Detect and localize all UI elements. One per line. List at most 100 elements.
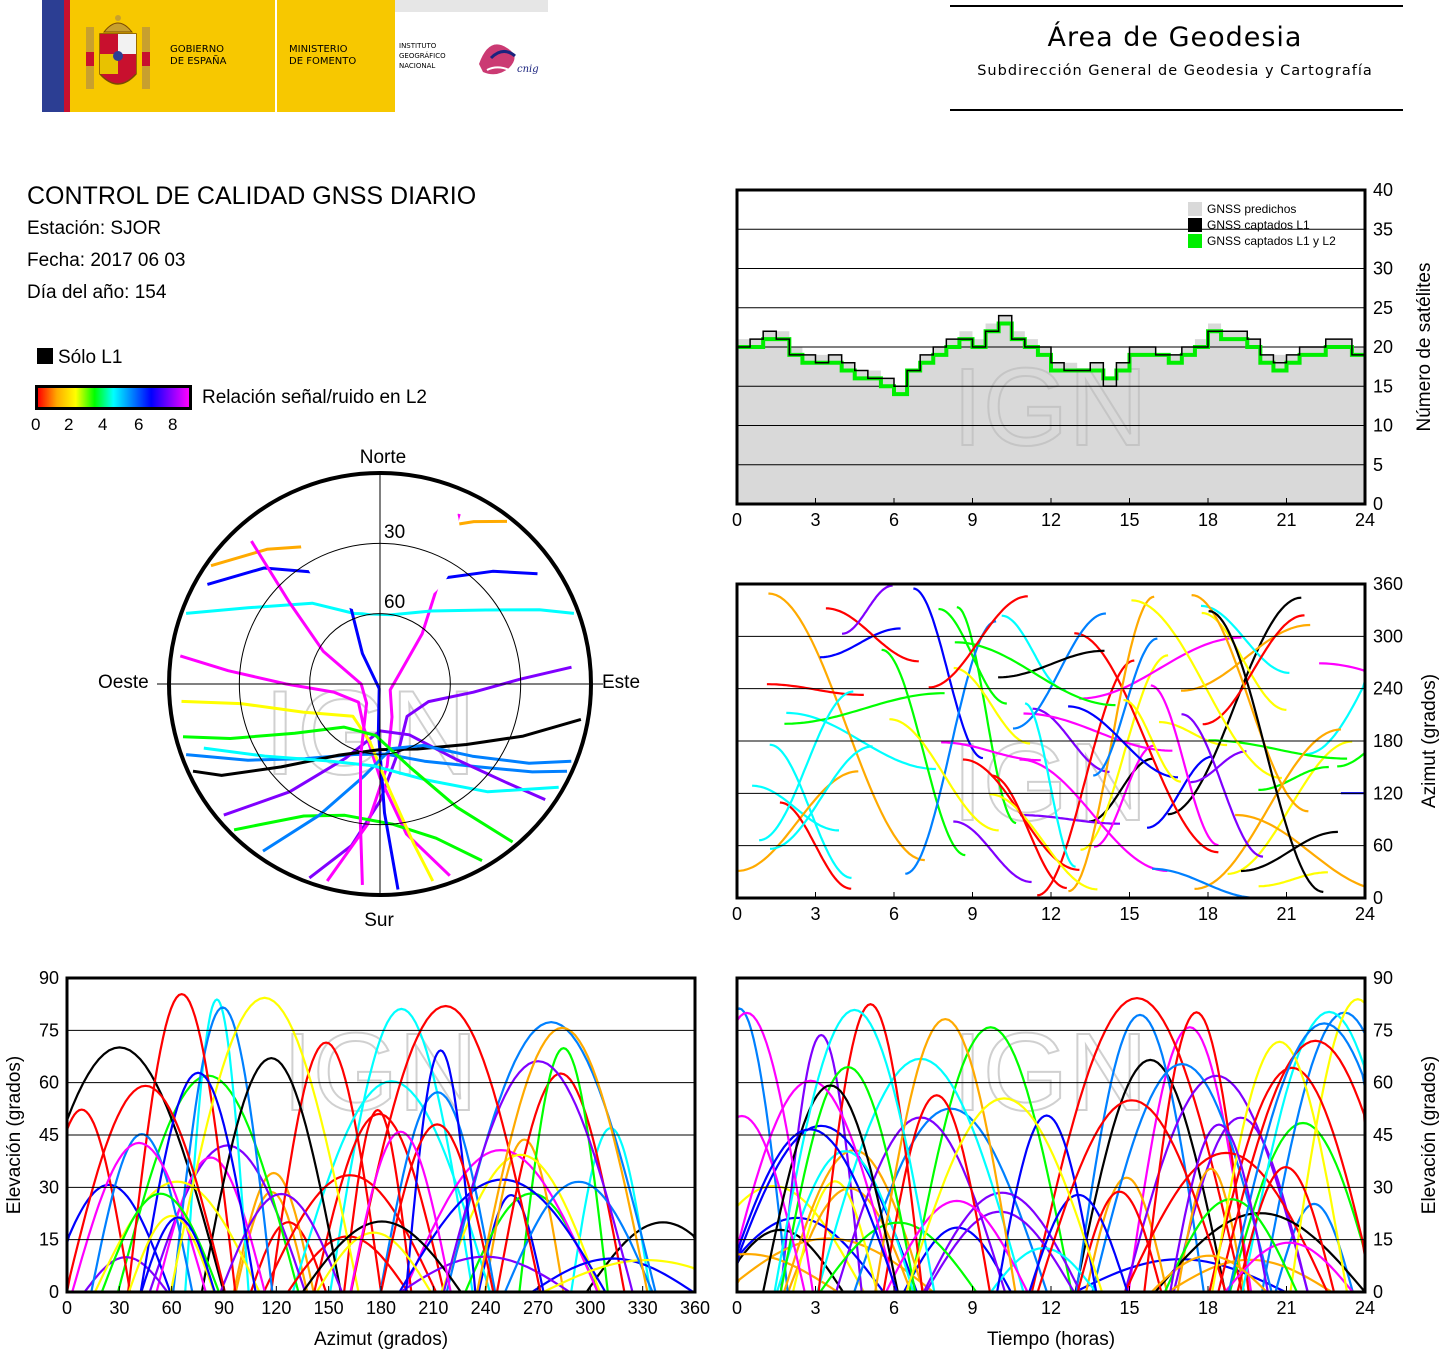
aztime-track-66 — [928, 595, 1028, 689]
aztime-xtick-6: 6 — [889, 904, 899, 924]
aztime-track-52 — [1191, 594, 1309, 813]
skyplot-west-label: Oeste — [98, 672, 149, 693]
skyplot-track-2 — [179, 654, 451, 877]
elevaz-ytick-15: 15 — [39, 1230, 59, 1250]
aztime-track-68 — [1208, 610, 1324, 894]
aztime-ytick-240: 240 — [1373, 679, 1403, 699]
elevaz-xtick-180: 180 — [366, 1298, 396, 1318]
aztime-ytick-60: 60 — [1373, 836, 1393, 856]
elevtime-xtick-21: 21 — [1276, 1298, 1296, 1318]
elevaz-xtick-330: 330 — [628, 1298, 658, 1318]
elevtime-track-0 — [1074, 1058, 1227, 1292]
aztime-xtick-15: 15 — [1119, 904, 1139, 924]
aztime-track-21 — [1180, 623, 1311, 692]
aztime-xtick-24: 24 — [1355, 904, 1375, 924]
elevaz-track-24 — [172, 1006, 274, 1292]
aztime-track-41 — [758, 690, 854, 842]
aztime-track-17 — [1167, 596, 1302, 816]
aztime-track-38 — [1190, 750, 1247, 784]
logo-ign-text-1: INSTITUTO — [399, 42, 437, 50]
snr-colorbar — [35, 385, 192, 410]
elevtime-track-58 — [1163, 1198, 1298, 1292]
aztime-xtick-0: 0 — [732, 904, 742, 924]
elevaz-xtick-60: 60 — [162, 1298, 182, 1318]
aztime-track-63 — [889, 718, 999, 832]
elevtime-track-7 — [1172, 1116, 1309, 1292]
elevaz-track-38 — [542, 1258, 695, 1292]
satcount-ytick-35: 35 — [1373, 219, 1393, 239]
elevaz-chart: IGN 0 30 60 90 120 150 180 210 240 270 300 330 360 0 15… — [4, 968, 710, 1350]
logo-red-strip — [64, 0, 70, 112]
satcount-xtick-9: 9 — [967, 510, 977, 530]
elevaz-ytick-75: 75 — [39, 1020, 59, 1040]
logo-ign-topbar — [395, 0, 548, 12]
aztime-track-45 — [989, 793, 1098, 891]
skyplot-ring-60-label: 60 — [384, 592, 405, 613]
elevtime-track-18 — [1075, 1013, 1205, 1292]
elevtime-track-64 — [737, 1011, 814, 1292]
elevtime-track-52 — [773, 1008, 936, 1292]
skyplot-ring-30-label: 30 — [384, 522, 405, 543]
satcount-ytick-5: 5 — [1373, 455, 1383, 475]
elevaz-track-12 — [484, 1138, 565, 1292]
elevaz-track-31 — [343, 1108, 413, 1292]
logo-ign-block: INSTITUTO GEOGRÁFICO NACIONAL cnig — [395, 0, 548, 112]
satcount-series-predicted — [737, 315, 1365, 504]
elevaz-track-48 — [140, 1216, 216, 1292]
elevaz-xtick-210: 210 — [418, 1298, 448, 1318]
satcount-ytick-20: 20 — [1373, 337, 1393, 357]
elevtime-track-48 — [1236, 1165, 1336, 1292]
aztime-xtick-3: 3 — [810, 904, 820, 924]
skyplot-track-12 — [262, 744, 572, 853]
aztime-track-26 — [737, 770, 859, 872]
elevaz-track-34 — [200, 1056, 342, 1292]
satcount-frame — [735, 188, 1367, 506]
aztime-track-58 — [825, 607, 919, 663]
elevaz-track-54 — [476, 1026, 649, 1292]
report-title: CONTROL DE CALIDAD GNSS DIARIO — [27, 182, 477, 210]
skyplot-track-7 — [223, 729, 546, 817]
skyplot-track-15 — [182, 725, 514, 844]
elevaz-track-46 — [127, 1214, 216, 1292]
elevaz-track-37 — [219, 1192, 343, 1292]
logo-gov-text-1: GOBIERNO — [170, 44, 225, 55]
elevtime-track-14 — [737, 1007, 789, 1292]
elevtime-track-6 — [779, 1033, 863, 1292]
snr-tick-6: 6 — [134, 415, 144, 434]
skyplot-track-6 — [233, 813, 483, 862]
date-label: Fecha: 2017 06 03 — [27, 250, 186, 271]
satcount-ytick-0: 0 — [1373, 494, 1383, 514]
aztime-track-62 — [769, 745, 873, 850]
legend-l1-swatch — [37, 348, 53, 364]
aztime-track-7 — [1080, 654, 1169, 851]
skyplot-track-9 — [181, 699, 435, 882]
elevtime-ytick-60: 60 — [1373, 1073, 1393, 1093]
snr-tick-8: 8 — [168, 415, 178, 434]
satcount-legend-label-2: GNSS captados L1 y L2 — [1207, 234, 1336, 248]
elevtime-track-11 — [1228, 1121, 1365, 1292]
aztime-track-10 — [1146, 755, 1213, 829]
header-logos: GOBIERNO DE ESPAÑA MINISTERIO DE FOMENTO… — [42, 0, 548, 112]
elevtime-track-15 — [908, 1026, 1073, 1292]
elevaz-tracks — [67, 992, 695, 1292]
aztime-xtick-12: 12 — [1041, 904, 1061, 924]
satcount-legend-label-1: GNSS captados L1 — [1207, 218, 1310, 232]
elevaz-track-29 — [67, 1108, 132, 1292]
satcount-xtick-24: 24 — [1355, 510, 1375, 530]
elevtime-xtick-0: 0 — [732, 1298, 742, 1318]
elevaz-xlabel: Azimut (grados) — [314, 1329, 448, 1350]
elevaz-track-18 — [155, 1156, 266, 1292]
elevtime-track-29 — [835, 1116, 1007, 1292]
aztime-track-5 — [1337, 725, 1365, 768]
elevaz-track-53 — [67, 1084, 226, 1292]
elevtime-track-57 — [1217, 1039, 1365, 1292]
aztime-xtick-18: 18 — [1198, 904, 1218, 924]
legend-l1-label: Sólo L1 — [58, 347, 123, 368]
elevtime-track-43 — [779, 1065, 917, 1292]
area-subtitle: Subdirección General de Geodesia y Carto… — [977, 63, 1373, 79]
elevaz-track-26 — [83, 1256, 169, 1292]
snr-tick-2: 2 — [64, 415, 74, 434]
elevaz-xtick-270: 270 — [523, 1298, 553, 1318]
